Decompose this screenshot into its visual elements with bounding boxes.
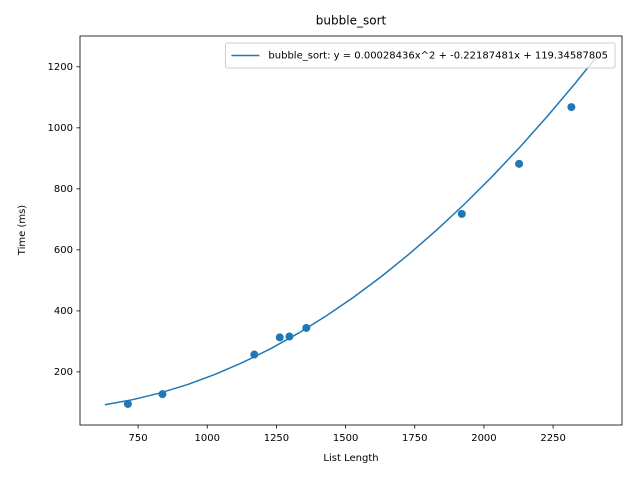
x-axis-label: List Length [323,453,378,464]
y-tick-label: 200 [54,367,73,378]
scatter-point [515,159,524,168]
x-tick-label: 1500 [333,433,358,444]
x-tick-label: 2250 [540,433,565,444]
scatter-point [285,332,294,341]
scatter-point [457,209,466,218]
scatter-point [275,333,284,342]
y-tick-label: 800 [54,184,73,195]
x-tick-label: 750 [129,433,148,444]
legend-box [224,42,616,69]
x-tick-label: 2000 [471,433,496,444]
scatter-point [567,103,576,112]
chart-title: bubble_sort [316,14,387,28]
scatter-point [158,390,167,399]
scatter-point [250,350,259,359]
legend-label: bubble_sort: y = 0.00028436x^2 + -0.2218… [268,51,608,62]
y-tick-label: 1200 [48,62,73,73]
y-tick-label: 600 [54,245,73,256]
fit-line [104,55,598,406]
y-tick-label: 400 [54,306,73,317]
scatter-point [302,323,311,332]
y-tick-label: 1000 [48,123,73,134]
x-tick-label: 1250 [264,433,289,444]
axes-frame [79,35,623,426]
x-tick-label: 1750 [402,433,427,444]
scatter-point [123,399,132,408]
y-axis-label: Time (ms) [17,205,28,257]
x-tick-label: 1000 [195,433,220,444]
legend: bubble_sort: y = 0.00028436x^2 + -0.2218… [224,42,616,69]
